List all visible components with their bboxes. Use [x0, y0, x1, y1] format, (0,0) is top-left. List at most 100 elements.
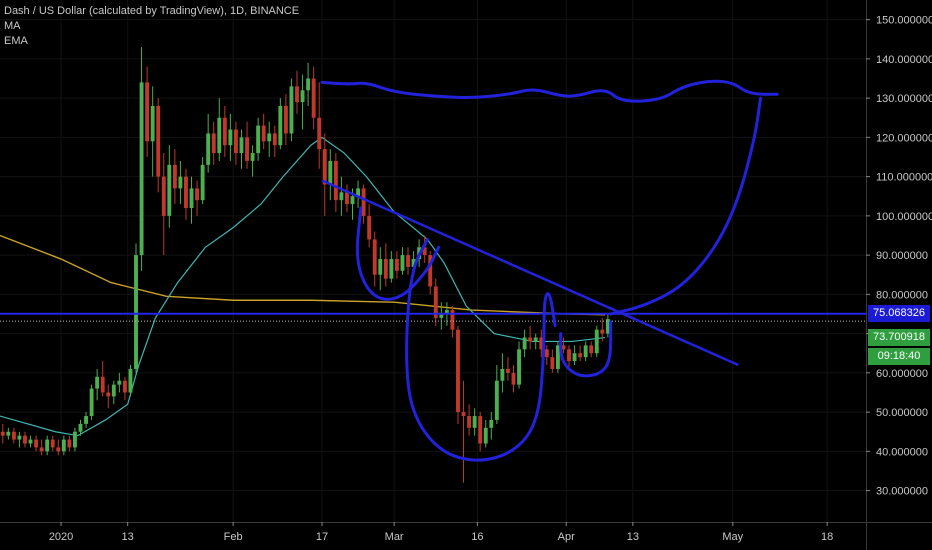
- candle-99: [550, 349, 555, 373]
- price-label-last: 73.700918: [868, 329, 930, 347]
- candle-body: [494, 380, 499, 420]
- candle-59: [328, 149, 333, 201]
- candle-body: [267, 133, 272, 142]
- candle-71: [394, 251, 399, 279]
- candle-body: [261, 125, 266, 142]
- candle-body: [72, 431, 77, 448]
- candle-body: [605, 319, 610, 334]
- candle-body: [245, 137, 249, 161]
- candle-body: [84, 416, 88, 424]
- candle-body: [522, 337, 527, 350]
- candle-body: [145, 82, 150, 142]
- candle-body: [61, 439, 66, 452]
- candle-83: [461, 380, 466, 483]
- candle-body: [217, 117, 222, 154]
- candle-72: [400, 247, 405, 275]
- candle-82: [456, 325, 460, 424]
- candle-51: [283, 94, 288, 146]
- candle-body: [95, 376, 100, 389]
- candle-body: [406, 255, 410, 267]
- candle-body: [311, 78, 316, 118]
- candle-91: [505, 357, 510, 381]
- y-tick-label: 30.000000: [876, 486, 928, 498]
- candle-70: [389, 251, 394, 283]
- candle-body: [128, 368, 133, 393]
- candle-body: [283, 105, 288, 134]
- candle-body: [39, 447, 44, 452]
- candle-73: [406, 247, 410, 275]
- candle-43: [239, 129, 244, 169]
- y-tick-label: 90.000000: [876, 250, 928, 262]
- candle-body: [489, 419, 494, 428]
- candle-61: [339, 176, 344, 216]
- candle-40: [222, 105, 227, 157]
- candle-35: [195, 180, 200, 216]
- price-label-countdown: 09:18:40: [868, 348, 930, 366]
- candle-79: [439, 302, 444, 330]
- candle-89: [494, 365, 499, 424]
- candle-4: [23, 431, 27, 448]
- y-tick-label: 150.000000: [876, 15, 932, 27]
- annotation-freehand-3: [405, 237, 557, 462]
- candle-body: [555, 345, 560, 369]
- candle-21: [117, 372, 122, 393]
- candle-body: [345, 192, 349, 205]
- candle-36: [200, 156, 205, 205]
- candle-body: [450, 310, 455, 330]
- candle-body: [122, 380, 127, 393]
- candle-104: [578, 345, 583, 362]
- candle-body: [250, 153, 255, 161]
- candle-26: [145, 66, 150, 157]
- x-axis-labels: 2020 13 Feb 17 Mar 16 Apr 13 May 18: [49, 522, 833, 543]
- candle-body: [472, 416, 477, 428]
- candle-body: [28, 439, 33, 444]
- candle-11: [61, 435, 66, 456]
- candle-77: [428, 251, 433, 295]
- candle-body: [456, 329, 460, 413]
- candle-44: [245, 121, 249, 169]
- candle-body: [533, 337, 538, 342]
- candle-16: [89, 384, 94, 420]
- candle-body: [422, 247, 427, 256]
- candle-13: [72, 427, 77, 452]
- candle-39: [217, 98, 222, 161]
- candle-body: [211, 133, 216, 154]
- candle-body: [572, 353, 577, 362]
- candle-body: [478, 416, 483, 444]
- candle-30: [167, 145, 172, 228]
- x-tick-label: 13: [122, 531, 134, 543]
- candle-body: [544, 349, 549, 358]
- candle-body: [583, 345, 588, 358]
- candle-body: [206, 133, 211, 165]
- candle-body: [306, 78, 311, 91]
- candle-body: [428, 255, 433, 287]
- candle-body: [156, 105, 161, 177]
- legend-ma[interactable]: MA: [4, 20, 21, 32]
- candle-7: [39, 439, 44, 456]
- candle-body: [517, 349, 521, 385]
- candle-81: [450, 306, 455, 338]
- candle-body: [278, 105, 283, 146]
- legend-ema[interactable]: EMA: [4, 35, 28, 47]
- candle-body: [117, 380, 122, 385]
- candle-body: [67, 439, 72, 448]
- candle-2: [11, 427, 16, 444]
- candle-65: [361, 184, 366, 224]
- candle-body: [383, 259, 388, 279]
- candle-50: [278, 98, 283, 150]
- candle-body: [239, 137, 244, 154]
- candle-body: [100, 376, 105, 393]
- candle-49: [272, 125, 277, 157]
- candle-103: [572, 345, 577, 366]
- y-axis-labels: 150.000000 140.000000 130.000000 120.000000…: [866, 15, 932, 498]
- candle-body: [400, 255, 405, 271]
- y-tick-label: 110.000000: [876, 172, 932, 184]
- candle-18: [100, 361, 105, 397]
- candle-78: [433, 278, 438, 326]
- candle-23: [128, 365, 133, 397]
- candle-96: [533, 333, 538, 350]
- candle-8: [45, 435, 50, 456]
- candle-33: [184, 168, 188, 220]
- candle-24: [134, 243, 138, 373]
